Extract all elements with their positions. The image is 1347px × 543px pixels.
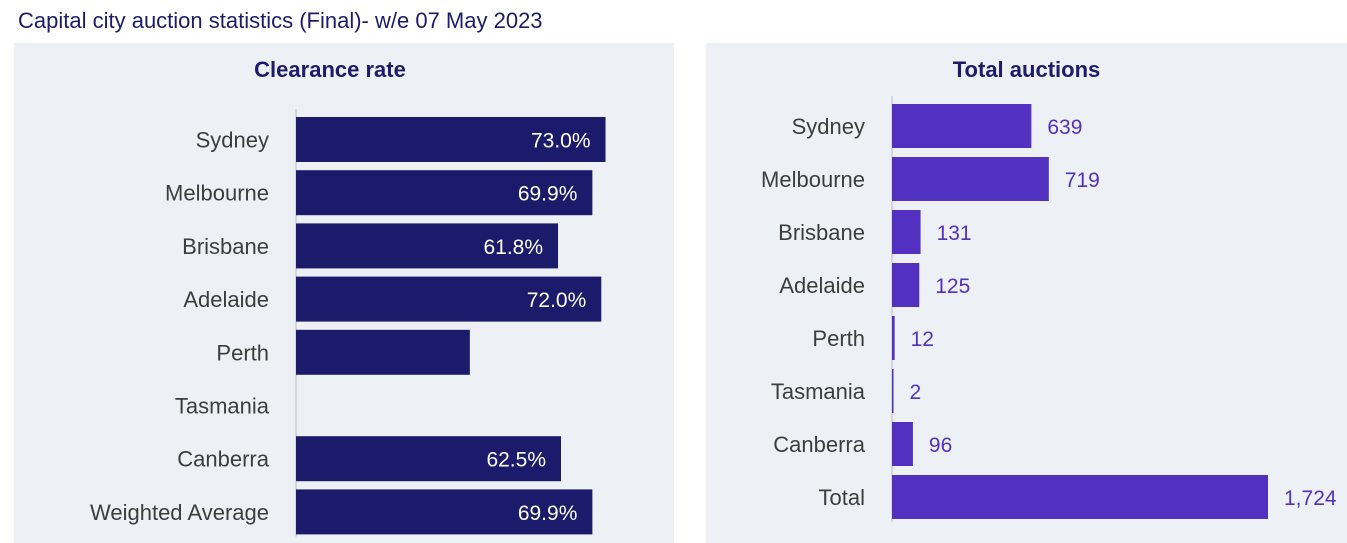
bar-auctions-canberra [892,422,913,466]
category-label-clearance-weighted-average: Weighted Average [90,500,269,525]
data-label-auctions-adelaide: 125 [935,275,970,298]
bar-clearance-brisbane [296,223,559,269]
bar-clearance-weighted-average [296,489,593,535]
bar-clearance-canberra [296,436,561,482]
clearance-rate-panel: Clearance rate Sydney 73.0% Melbourne 69.9%… [14,43,674,543]
bar-auctions-tasmania [892,369,894,413]
bar-auctions-adelaide [892,263,920,307]
category-label-auctions-sydney: Sydney [792,114,865,139]
data-label-clearance-melbourne: 69.9% [518,183,578,206]
clearance-rate-chart: Sydney 73.0% Melbourne 69.9% Brisbane 61.8% Ad… [90,109,606,537]
total-auctions-chart: Sydney 639 Melbourne 719 Brisbane 131 Adelaide… [761,96,1337,522]
category-label-auctions-melbourne: Melbourne [761,167,865,192]
page-title: Capital city auction statistics (Final)-… [18,8,543,33]
category-label-clearance-tasmania: Tasmania [175,394,270,419]
data-label-auctions-melbourne: 719 [1065,169,1100,192]
data-label-auctions-perth: 12 [911,328,934,351]
category-label-clearance-perth: Perth [216,340,269,365]
bar-auctions-perth [892,316,895,360]
data-label-auctions-brisbane: 131 [937,222,972,245]
data-label-clearance-sydney: 73.0% [531,130,591,153]
category-label-auctions-canberra: Canberra [773,432,865,457]
category-label-auctions-perth: Perth [812,326,865,351]
bar-auctions-melbourne [892,157,1049,201]
bar-auctions-total [892,475,1268,519]
total-auctions-panel: Total auctions Sydney 639 Melbourne 719 Bris… [706,43,1347,543]
category-label-auctions-brisbane: Brisbane [778,220,865,245]
data-label-clearance-adelaide: 72.0% [527,289,587,312]
data-label-clearance-brisbane: 61.8% [483,236,543,259]
bar-clearance-melbourne [296,170,593,216]
bar-auctions-brisbane [892,210,921,254]
bar-clearance-perth [296,329,470,375]
clearance-rate-title: Clearance rate [254,57,406,82]
category-label-clearance-sydney: Sydney [196,128,269,153]
category-label-clearance-brisbane: Brisbane [182,234,269,259]
data-label-auctions-sydney: 639 [1047,116,1082,139]
category-label-auctions-adelaide: Adelaide [779,273,865,298]
data-label-clearance-canberra: 62.5% [486,449,546,472]
data-label-auctions-tasmania: 2 [910,381,922,404]
bar-clearance-sydney [296,117,606,162]
data-label-auctions-total: 1,724 [1284,487,1337,510]
data-label-clearance-weighted-average: 69.9% [518,502,578,525]
category-label-auctions-tasmania: Tasmania [771,379,866,404]
category-label-clearance-adelaide: Adelaide [183,287,269,312]
category-label-clearance-canberra: Canberra [177,447,269,472]
total-auctions-title: Total auctions [952,57,1101,82]
bar-clearance-adelaide [296,276,602,322]
bar-auctions-sydney [892,104,1032,148]
category-label-clearance-melbourne: Melbourne [165,181,269,206]
category-label-auctions-total: Total [819,485,865,510]
data-label-auctions-canberra: 96 [929,434,952,457]
